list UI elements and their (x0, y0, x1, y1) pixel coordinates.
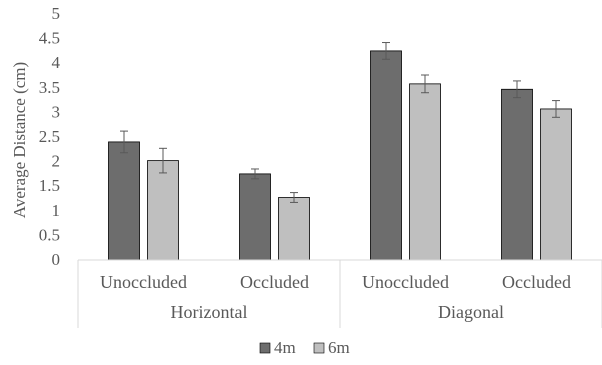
bar-6m-unoccluded (409, 83, 441, 261)
x-category-label: Occluded (502, 272, 571, 292)
y-tick-label: 1.5 (39, 176, 60, 195)
y-tick-label: 3.5 (39, 78, 60, 97)
bar-4m-unoccluded (108, 141, 140, 261)
x-group-label: Diagonal (438, 302, 504, 322)
legend-label: 6m (328, 338, 350, 357)
bar-4m-occluded (239, 173, 271, 261)
bar-6m-occluded (540, 108, 572, 261)
error-bar (552, 100, 560, 118)
error-bar (159, 147, 167, 174)
x-category-label: Unoccluded (100, 272, 187, 292)
y-tick-label: 0 (52, 250, 61, 269)
bar-6m-occluded (278, 197, 310, 261)
bars (108, 50, 572, 261)
y-axis-ticks: 0 0.5 1 1.5 2 2.5 3 3.5 4 4.5 5 (39, 4, 61, 269)
bar-4m-unoccluded (370, 50, 402, 261)
error-bar (251, 168, 259, 180)
error-bars (120, 42, 560, 203)
x-category-label: Unoccluded (362, 272, 449, 292)
error-bar (421, 74, 429, 94)
error-bar (120, 130, 128, 154)
bar-6m-unoccluded (147, 160, 179, 261)
y-axis-label: Average Distance (cm) (10, 62, 29, 218)
error-bar (513, 80, 521, 99)
y-tick-label: 1 (52, 201, 61, 220)
x-axis: Unoccluded Occluded Unoccluded Occluded Hori… (77, 259, 602, 328)
x-category-label: Occluded (240, 272, 309, 292)
y-tick-label: 2.5 (39, 127, 60, 146)
legend: 4m 6m (259, 338, 350, 357)
y-tick-label: 4 (52, 53, 61, 72)
error-bar (290, 192, 298, 203)
x-group-label: Horizontal (171, 302, 248, 322)
error-bar (382, 42, 390, 60)
y-tick-label: 0.5 (39, 225, 60, 244)
bar-4m-occluded (501, 88, 533, 261)
legend-swatch-4m (259, 342, 271, 354)
legend-swatch-6m (313, 342, 325, 354)
y-tick-label: 2 (52, 152, 61, 171)
y-tick-label: 5 (52, 4, 61, 23)
y-tick-label: 4.5 (39, 29, 60, 48)
y-tick-label: 3 (52, 102, 61, 121)
legend-label: 4m (274, 338, 296, 357)
